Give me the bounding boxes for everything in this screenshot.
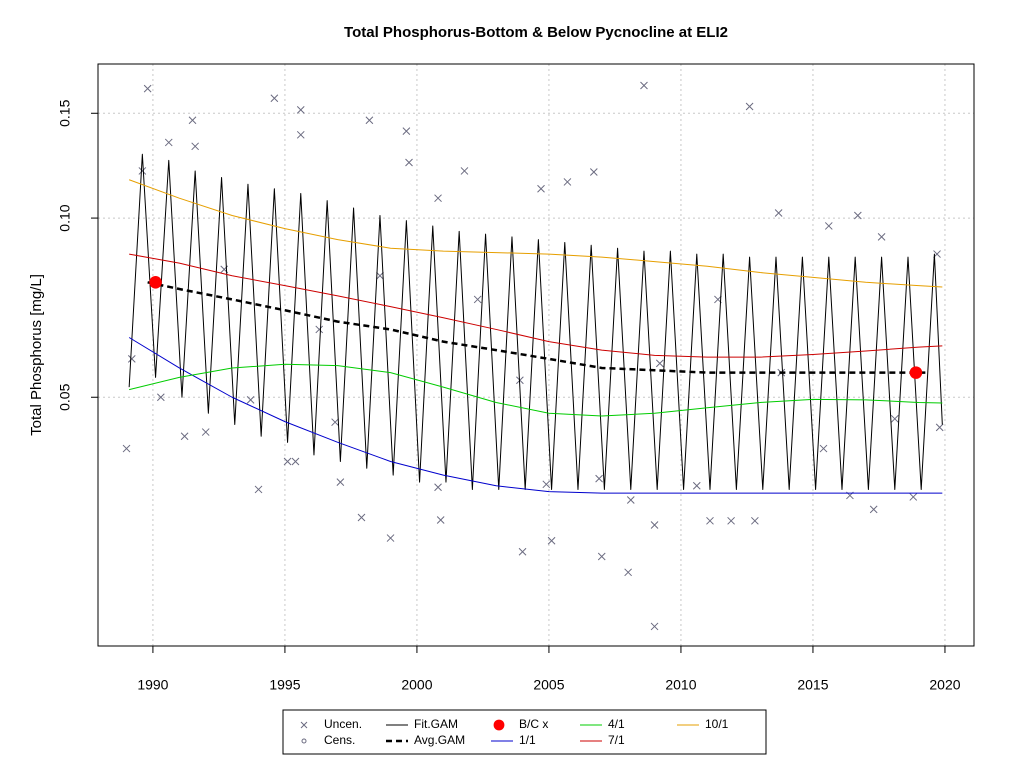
point-x	[706, 516, 714, 525]
point-x	[365, 116, 374, 125]
point-x	[434, 194, 442, 203]
point-dot	[493, 719, 505, 731]
y-tick-label: 0.05	[57, 383, 73, 410]
x-tick-label: 2020	[929, 677, 960, 693]
legend-label: 7/1	[608, 733, 625, 747]
point-circle	[301, 738, 307, 744]
series-line	[129, 253, 943, 358]
point-x	[357, 513, 366, 522]
x-tick-label: 2005	[533, 677, 564, 693]
point-x	[291, 457, 300, 466]
chart-title: Total Phosphorus-Bottom & Below Pycnocli…	[344, 24, 728, 41]
x-tick-label: 1990	[137, 677, 168, 693]
point-x	[547, 536, 556, 545]
legend-box	[282, 709, 767, 755]
point-x	[296, 130, 305, 139]
legend-label: 10/1	[705, 717, 729, 731]
point-x	[890, 414, 899, 423]
point-x	[143, 84, 152, 93]
point-x	[626, 496, 635, 504]
point-x	[751, 516, 759, 525]
point-x	[597, 552, 606, 561]
point-x	[434, 483, 442, 492]
legend-label: Avg.GAM	[414, 733, 465, 747]
point-x	[542, 480, 551, 489]
point-x	[246, 395, 255, 404]
point-x	[877, 232, 886, 241]
point-x	[640, 81, 648, 90]
x-tick-label: 2000	[401, 677, 432, 693]
point-x	[254, 485, 263, 494]
point-x	[624, 568, 632, 577]
point-x	[563, 178, 572, 186]
x-tick-label: 2015	[797, 677, 828, 693]
point-x	[283, 457, 292, 466]
point-x	[774, 209, 783, 217]
point-x	[655, 359, 664, 368]
point-x	[296, 105, 305, 114]
legend-label: Uncen.	[324, 717, 362, 731]
point-x	[824, 222, 833, 230]
point-x	[138, 167, 147, 175]
point-x	[473, 295, 482, 304]
point-x	[122, 444, 131, 453]
series-line	[147, 281, 930, 374]
point-x	[935, 423, 944, 432]
axes: 1990 1995 2000 2005 2010 2015 2020 0.05 0.10 0.15	[57, 99, 961, 692]
point-x	[460, 167, 469, 175]
legend: Uncen. Cens. Fit.GAM Avg.GAM B/C x 1/1 4/1 7/1 1…	[282, 709, 767, 755]
plot-area	[122, 81, 944, 631]
point-x	[595, 474, 603, 483]
legend-label: 1/1	[519, 733, 536, 747]
legend-label: 4/1	[608, 717, 625, 731]
point-x	[201, 428, 210, 436]
legend-label: Cens.	[324, 733, 355, 747]
point-x	[650, 521, 659, 529]
legend-label: B/C x	[519, 717, 548, 731]
point-x	[127, 355, 136, 363]
point-x	[745, 102, 754, 111]
point-x	[518, 547, 527, 556]
series-line	[128, 179, 943, 288]
point-dot	[909, 366, 923, 379]
point-x	[191, 142, 200, 151]
point-x	[869, 505, 878, 514]
point-x	[315, 325, 324, 334]
grid	[98, 64, 974, 646]
point-x	[156, 393, 165, 402]
point-x	[405, 158, 413, 167]
point-x	[164, 138, 173, 147]
point-x	[537, 184, 545, 193]
point-x	[402, 127, 411, 135]
series-line	[128, 153, 943, 490]
series-line	[129, 363, 943, 417]
point-x	[727, 516, 735, 525]
x-tick-label: 1995	[269, 677, 300, 693]
point-x	[336, 478, 345, 487]
point-x	[376, 271, 384, 280]
point-x	[909, 493, 918, 501]
point-x	[180, 432, 189, 441]
point-x	[853, 211, 862, 220]
point-dot	[149, 276, 162, 289]
point-x	[331, 418, 339, 427]
point-x	[692, 481, 701, 490]
y-tick-label: 0.10	[57, 204, 73, 231]
point-x	[436, 516, 445, 524]
point-x	[386, 534, 395, 542]
point-x	[270, 94, 279, 103]
y-axis-label: Total Phosphorus [mg/L]	[28, 274, 45, 436]
y-tick-label: 0.15	[57, 99, 73, 126]
point-x	[188, 116, 197, 125]
legend-label: Fit.GAM	[414, 717, 458, 731]
x-tick-label: 2010	[665, 677, 696, 693]
point-x	[819, 444, 828, 453]
point-x	[300, 721, 308, 729]
point-x	[650, 622, 659, 631]
series-line	[128, 337, 943, 494]
point-x	[589, 168, 598, 176]
